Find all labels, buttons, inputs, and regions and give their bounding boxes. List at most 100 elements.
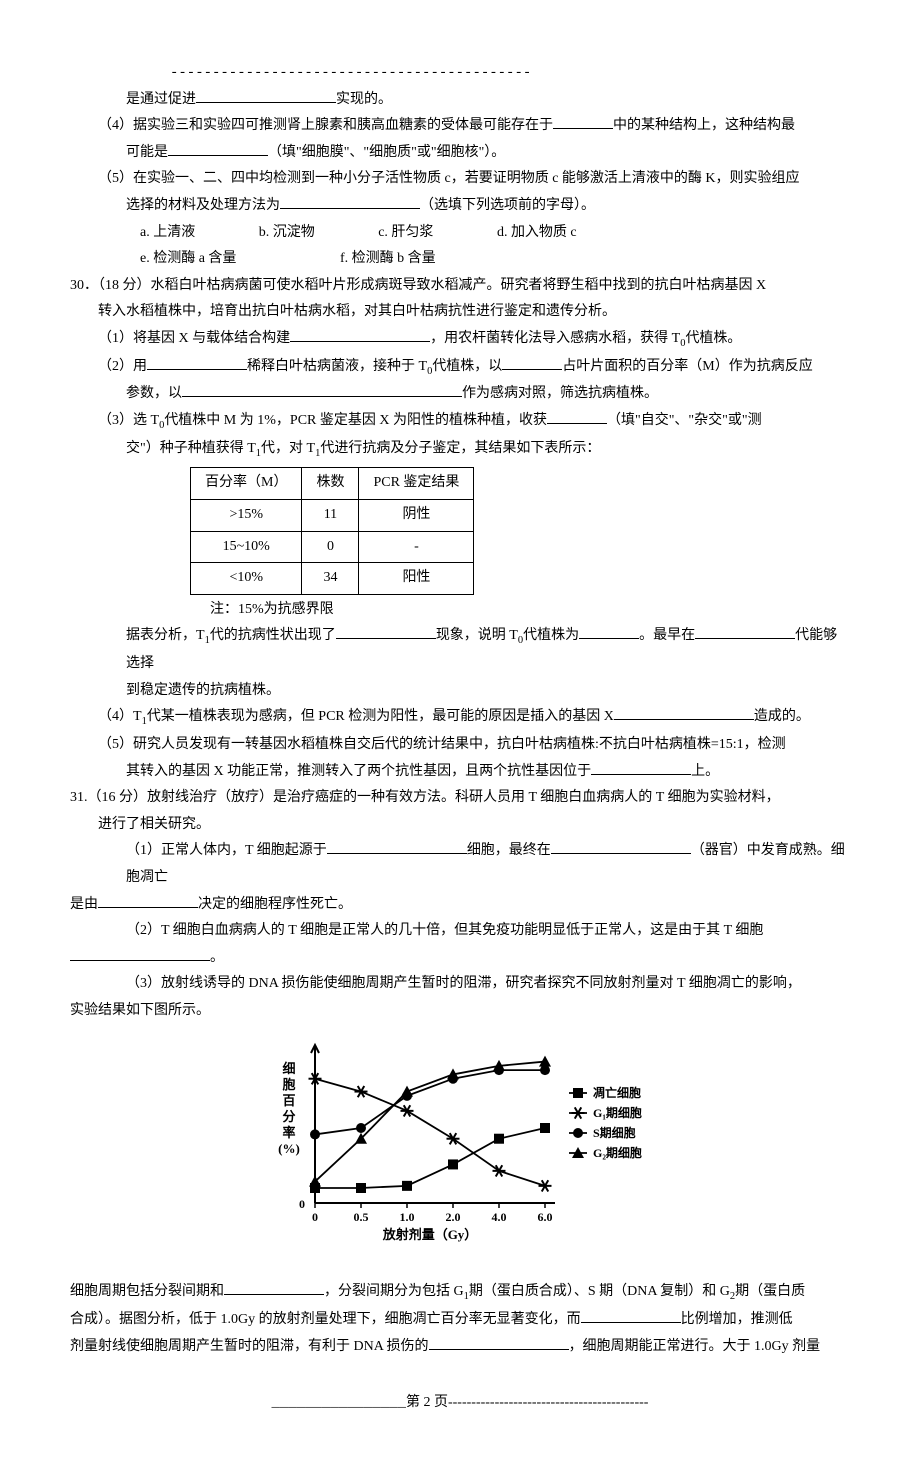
- blank: [182, 382, 462, 397]
- q31-2b: 。: [70, 945, 850, 972]
- text: （填"细胞膜"、"细胞质"或"细胞核"）。: [268, 145, 505, 160]
- text: 是通过促进: [126, 92, 196, 107]
- text: 其转入的基因 X 功能正常，推测转入了两个抗性基因，且两个抗性基因位于: [126, 764, 591, 779]
- q30-5b: 其转入的基因 X 功能正常，推测转入了两个抗性基因，且两个抗性基因位于 上。: [70, 759, 850, 786]
- q31-3a: （3）放射线诱导的 DNA 损伤能使细胞周期产生暂时的阻滞，研究者探究不同放射剂…: [70, 971, 850, 998]
- blank: [579, 624, 639, 639]
- table-row: 15~10% 0 -: [191, 531, 474, 563]
- svg-text:S期细胞: S期细胞: [593, 1125, 636, 1140]
- svg-text:0: 0: [312, 1210, 318, 1224]
- svg-text:胞: 胞: [281, 1077, 295, 1092]
- svg-text:G₁期细胞: G₁期细胞: [593, 1105, 642, 1120]
- svg-text:细: 细: [282, 1061, 295, 1076]
- blank: [70, 946, 210, 961]
- q31-head: 31.（16 分）放射线治疗（放疗）是治疗癌症的一种有效方法。科研人员用 T 细…: [70, 785, 850, 812]
- blank: [168, 141, 268, 156]
- text: 代，对 T: [261, 441, 315, 456]
- text: 作为感病对照，筛选抗病植株。: [462, 386, 658, 401]
- td: 15~10%: [191, 531, 302, 563]
- text: 上。: [691, 764, 719, 779]
- q29-opts-row2: e. 检测酶 a 含量 f. 检测酶 b 含量: [70, 246, 850, 273]
- opt-a: a. 上清液: [140, 220, 195, 247]
- blank: [280, 194, 420, 209]
- top-rule: ----------------------------------------…: [170, 60, 850, 87]
- td: 阴性: [359, 500, 474, 532]
- svg-text:0.5: 0.5: [354, 1210, 369, 1224]
- th: PCR 鉴定结果: [359, 468, 474, 500]
- opt-c: c. 肝匀浆: [378, 220, 433, 247]
- q31-after1: 细胞周期包括分裂间期和，分裂间期分为包括 G1期（蛋白质合成）、S 期（DNA …: [70, 1279, 850, 1307]
- blank: [614, 705, 754, 720]
- table-row: >15% 11 阴性: [191, 500, 474, 532]
- blank: [336, 624, 436, 639]
- text: 代的抗病性状出现了: [210, 628, 336, 643]
- blank: [591, 760, 691, 775]
- text: 比例增加，推测低: [681, 1312, 793, 1327]
- blank: [98, 893, 198, 908]
- text: （1）将基因 X 与载体结合构建: [98, 331, 290, 346]
- text: ，用农杆菌转化法导入感病水稻，获得 T: [430, 331, 680, 346]
- text: 决定的细胞程序性死亡。: [198, 897, 352, 912]
- q29-4: （4）据实验三和实验四可推测肾上腺素和胰高血糖素的受体最可能存在于中的某种结构上…: [70, 113, 850, 140]
- svg-text:放射剂量（Gy）: 放射剂量（Gy）: [382, 1227, 478, 1242]
- th: 百分率（M）: [191, 468, 302, 500]
- td: 34: [302, 563, 359, 595]
- text: 占叶片面积的百分率（M）作为抗病反应: [562, 359, 812, 374]
- q30-head: 30．（18 分）水稻白叶枯病病菌可使水稻叶片形成病斑导致水稻减产。研究者将野生…: [70, 273, 850, 300]
- svg-text:百: 百: [282, 1093, 295, 1108]
- footer-text2: 页: [430, 1395, 448, 1410]
- q30-table: 百分率（M） 株数 PCR 鉴定结果 >15% 11 阴性 15~10% 0 -…: [190, 467, 474, 594]
- q30-3d: 到稳定遗传的抗病植株。: [70, 678, 850, 705]
- q29-4b: 可能是（填"细胞膜"、"细胞质"或"细胞核"）。: [70, 140, 850, 167]
- q31-after2: 合成）。据图分析，低于 1.0Gy 的放射剂量处理下，细胞凋亡百分率无显著变化，…: [70, 1307, 850, 1334]
- blank: [429, 1335, 569, 1350]
- td: 阳性: [359, 563, 474, 595]
- svg-text:率: 率: [282, 1125, 295, 1140]
- table-row: <10% 34 阳性: [191, 563, 474, 595]
- text: 剂量射线使细胞周期产生暂时的阻滞，有利于 DNA 损伤的: [70, 1339, 429, 1354]
- q31-2a: （2）T 细胞白血病病人的 T 细胞是正常人的几十倍，但其免疫功能明显低于正常人…: [70, 918, 850, 945]
- svg-text:2.0: 2.0: [446, 1210, 461, 1224]
- opt-f: f. 检测酶 b 含量: [340, 246, 436, 273]
- q31-1a: （1）正常人体内，T 细胞起源于细胞，最终在（器官）中发育成熟。细胞凋亡: [70, 838, 850, 891]
- q30-2a: （2）用稀释白叶枯病菌液，接种于 T0代植株，以占叶片面积的百分率（M）作为抗病…: [70, 354, 850, 382]
- q29-5a: （5）在实验一、二、四中均检测到一种小分子活性物质 c，若要证明物质 c 能够激…: [70, 166, 850, 193]
- opt-b: b. 沉淀物: [259, 220, 315, 247]
- dose-chart: 细胞百分率(%)00.51.02.04.06.00放射剂量（Gy）凋亡细胞G₁期…: [255, 1033, 665, 1253]
- td: 0: [302, 531, 359, 563]
- svg-text:凋亡细胞: 凋亡细胞: [593, 1085, 641, 1100]
- opt-e: e. 检测酶 a 含量: [140, 246, 236, 273]
- q30-3b: 交"）种子种植获得 T1代，对 T1代进行抗病及分子鉴定，其结果如下表所示：: [70, 436, 850, 464]
- blank: [553, 114, 613, 129]
- q31-3b: 实验结果如下图所示。: [70, 998, 850, 1025]
- text: （1）正常人体内，T 细胞起源于: [126, 843, 327, 858]
- text: 现象，说明 T: [436, 628, 518, 643]
- text: 代植株中 M 为 1%，PCR 鉴定基因 X 为阳性的植株种植，收获: [164, 413, 547, 428]
- text: 是由: [70, 897, 98, 912]
- text: 实现的。: [336, 92, 392, 107]
- blank: [581, 1308, 681, 1323]
- text: ，分裂间期分为包括 G: [324, 1284, 464, 1299]
- text: 代植株为: [523, 628, 579, 643]
- text: （填"自交"、"杂交"或"测: [607, 413, 762, 428]
- text: 合成）。据图分析，低于 1.0Gy 的放射剂量处理下，细胞凋亡百分率无显著变化，…: [70, 1312, 581, 1327]
- svg-text:0: 0: [299, 1197, 305, 1211]
- text: （4）据实验三和实验四可推测肾上腺素和胰高血糖素的受体最可能存在于: [98, 118, 553, 133]
- text: 期（蛋白质合成）、S 期（DNA 复制）和 G: [469, 1284, 730, 1299]
- text: 代植株，以: [432, 359, 502, 374]
- text: （3）选 T: [98, 413, 159, 428]
- svg-text:1.0: 1.0: [400, 1210, 415, 1224]
- page-footer: ________________第 2 页-------------------…: [70, 1390, 850, 1417]
- blank: [502, 355, 562, 370]
- text: 细胞，最终在: [467, 843, 551, 858]
- text: 细胞周期包括分裂间期和: [70, 1284, 224, 1299]
- blank: [147, 355, 247, 370]
- svg-text:分: 分: [282, 1109, 295, 1124]
- text: 稀释白叶枯病菌液，接种于 T: [247, 359, 427, 374]
- svg-text:6.0: 6.0: [538, 1210, 553, 1224]
- q31-head2: 进行了相关研究。: [70, 812, 850, 839]
- text: 代进行抗病及分子鉴定，其结果如下表所示：: [320, 441, 600, 456]
- blank: [547, 409, 607, 424]
- text: 造成的。: [754, 709, 810, 724]
- blank: [327, 839, 467, 854]
